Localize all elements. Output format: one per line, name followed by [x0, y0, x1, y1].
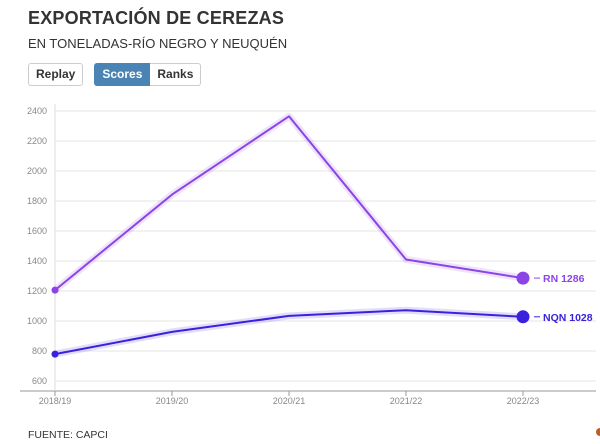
x-axis: 2018/19 2019/20 2020/21 2021/22 2022/23 [20, 104, 596, 406]
series-line [54, 115, 524, 291]
x-tick-label: 2021/22 [390, 396, 423, 406]
y-tick-label: 1400 [27, 256, 47, 266]
x-tick-label: 2020/21 [273, 396, 306, 406]
series-line-glow [52, 112, 524, 293]
series-end-label: NQN 1028 [543, 312, 593, 324]
replay-button[interactable]: Replay [28, 63, 84, 86]
grid-layer: 600 800 1000 1200 1400 1600 1800 2000 2200 2400 [27, 106, 596, 386]
y-tick-label: 1000 [27, 316, 47, 326]
y-tick-label: 1600 [27, 226, 47, 236]
y-tick-label: 600 [32, 376, 47, 386]
chart-title: EXPORTACIÓN DE CEREZAS [28, 8, 285, 28]
y-tick-label: 2000 [27, 166, 47, 176]
series-start-point [51, 350, 59, 358]
series-line [54, 309, 524, 356]
x-tick-label: 2022/23 [507, 396, 540, 406]
y-tick-label: 2400 [27, 106, 47, 116]
chart-subtitle: EN TONELADAS-RÍO NEGRO Y NEUQUÉN [28, 36, 288, 51]
corner-logo-icon [596, 428, 600, 436]
series-rn: RN 1286 [51, 112, 585, 294]
series-nqn: NQN 1028 [51, 306, 593, 358]
ranks-button[interactable]: Ranks [150, 63, 202, 86]
source-note: FUENTE: CAPCI [28, 429, 108, 441]
series-end-label: RN 1286 [543, 273, 585, 285]
y-tick-label: 1200 [27, 286, 47, 296]
series-end-point[interactable] [516, 310, 530, 324]
view-controls: Replay Scores Ranks [28, 63, 202, 86]
series-start-point [51, 286, 59, 294]
series-layer: RN 1286 NQN 1028 [51, 112, 593, 358]
y-tick-label: 2200 [27, 136, 47, 146]
x-tick-label: 2019/20 [156, 396, 189, 406]
y-tick-label: 800 [32, 346, 47, 356]
y-tick-label: 1800 [27, 196, 47, 206]
scores-button[interactable]: Scores [94, 63, 151, 86]
series-end-point[interactable] [516, 271, 530, 285]
x-tick-label: 2018/19 [39, 396, 72, 406]
